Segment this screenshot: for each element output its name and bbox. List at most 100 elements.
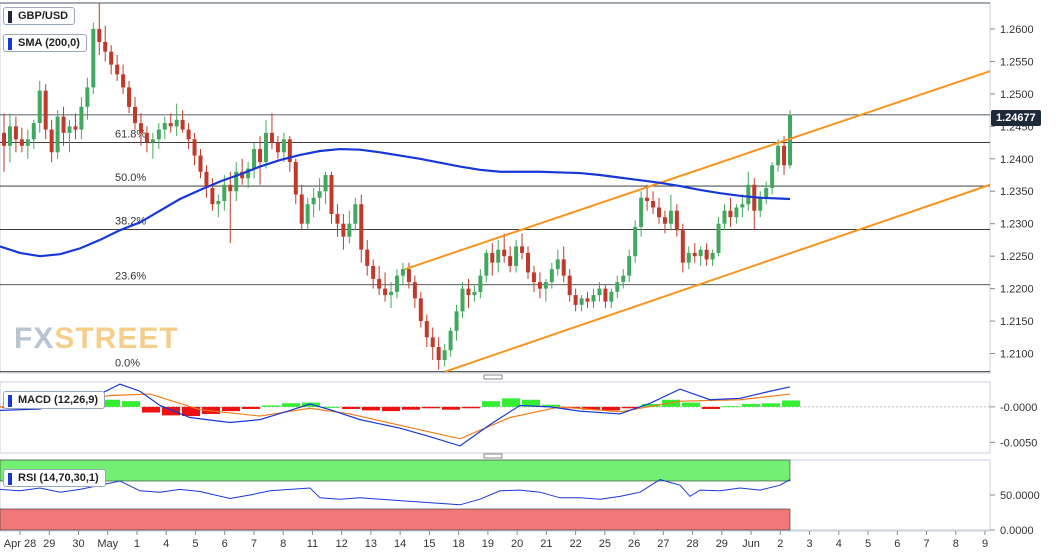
candle-body — [121, 74, 126, 88]
candle-body — [2, 132, 6, 146]
candle-body — [686, 252, 691, 263]
candle-body — [645, 197, 650, 201]
candle-body — [264, 132, 268, 163]
symbol-label[interactable]: GBP/USD — [3, 7, 76, 25]
candle-body — [293, 162, 298, 195]
candle-body — [240, 171, 245, 179]
x-tick-label: 6 — [894, 538, 900, 550]
macd-line — [0, 383, 791, 447]
y-tick-label: 50.0000 — [1000, 490, 1040, 502]
candle-body — [722, 210, 727, 224]
candle-body — [73, 126, 78, 130]
y-tick-label: 0.0000 — [1000, 525, 1034, 537]
rsi-oversold-zone — [0, 508, 791, 531]
candle-body — [776, 145, 781, 166]
x-tick-label: 3 — [806, 538, 812, 550]
candle-body — [591, 295, 596, 302]
candle-body — [555, 259, 560, 270]
macd-histogram-bar — [762, 403, 780, 407]
macd-histogram-bar — [242, 406, 260, 409]
candle-body — [115, 64, 120, 75]
x-tick-label: 4 — [163, 538, 169, 550]
candle-body — [424, 321, 429, 338]
x-tick-label: 15 — [423, 538, 435, 550]
candle-body — [567, 275, 572, 296]
candle-body — [674, 210, 679, 231]
macd-histogram-bar — [442, 406, 460, 410]
rsi-label[interactable]: RSI (14,70,30,1) — [3, 469, 106, 487]
candle-body — [508, 256, 513, 266]
candle-body — [490, 252, 495, 263]
y-tick-label: 1.2400 — [1000, 154, 1034, 166]
y-tick-label: 1.2250 — [1000, 251, 1034, 263]
candle-body — [531, 272, 536, 283]
macd-histogram-bar — [782, 400, 800, 407]
candle-body — [627, 256, 632, 276]
x-tick-label: 12 — [336, 538, 348, 550]
candle-body — [228, 184, 233, 192]
macd-histogram-bar — [702, 406, 720, 409]
current-price-tag: 1.24677 — [991, 110, 1041, 126]
fib-label: 23.6% — [115, 271, 146, 283]
candle-body — [323, 175, 328, 192]
candle-body — [353, 204, 358, 224]
candle-body — [19, 139, 24, 146]
candle-body — [466, 288, 471, 296]
x-tick-label: 27 — [657, 538, 669, 550]
y-tick-label: -0.0050 — [1000, 437, 1037, 449]
macd-panel: -0.0000 -0.0050 — [0, 381, 1037, 459]
x-tick-label: 4 — [836, 538, 842, 550]
x-tick-label: 22 — [569, 538, 581, 550]
candle-body — [609, 291, 614, 302]
candle-body — [764, 188, 769, 198]
x-tick-label: 30 — [72, 538, 84, 550]
candle-body — [127, 87, 132, 107]
candle-body — [216, 200, 221, 205]
macd-histogram-bar — [642, 404, 660, 407]
candle-body — [651, 200, 656, 208]
panel-resize-handle — [483, 453, 503, 459]
candle-body — [585, 298, 590, 302]
candle-body — [460, 288, 465, 312]
candle-body — [537, 282, 542, 289]
candle-body — [317, 191, 322, 198]
y-tick-label: 1.2600 — [1000, 24, 1034, 36]
candle-body — [377, 278, 382, 289]
candle-body — [85, 87, 90, 107]
macd-label[interactable]: MACD (12,26,9) — [3, 391, 106, 409]
sma-label[interactable]: SMA (200,0) — [3, 34, 87, 52]
x-tick-label: 14 — [394, 538, 406, 550]
candle-body — [472, 291, 477, 296]
candle-body — [746, 184, 751, 205]
candle-body — [484, 252, 489, 276]
candle-body — [549, 269, 554, 283]
x-tick-label: 5 — [865, 538, 871, 550]
candle-body — [281, 139, 286, 153]
candle-body — [543, 282, 548, 289]
candle-body — [526, 252, 530, 273]
candle-body — [395, 275, 399, 292]
x-tick-label: 25 — [599, 538, 611, 550]
candle-body — [258, 149, 263, 163]
candle-body — [770, 165, 775, 188]
channel-lower-line — [444, 183, 991, 373]
x-tick-label: 26 — [628, 538, 640, 550]
candle-body — [454, 311, 459, 331]
macd-swatch — [8, 395, 12, 407]
candle-body — [204, 171, 209, 188]
candle-body — [192, 139, 197, 156]
x-tick-label: Apr 28 — [4, 538, 36, 550]
macd-histogram-bar — [142, 406, 160, 413]
candle-body — [698, 249, 703, 257]
candle-body — [383, 288, 388, 296]
x-tick-label: 8 — [280, 538, 286, 550]
candle-body — [662, 217, 667, 224]
x-tick-label: Jun — [742, 538, 760, 550]
price-panel: 1.26001.25501.25001.24501.24001.23501.23… — [0, 2, 1034, 380]
candle-body — [210, 188, 215, 205]
candle-body — [269, 132, 274, 143]
rsi-panel: 50.0000 0.0000 — [0, 459, 1040, 537]
candle-body — [692, 252, 697, 257]
rsi-overbought-zone — [0, 459, 791, 482]
x-tick-label: 21 — [540, 538, 552, 550]
